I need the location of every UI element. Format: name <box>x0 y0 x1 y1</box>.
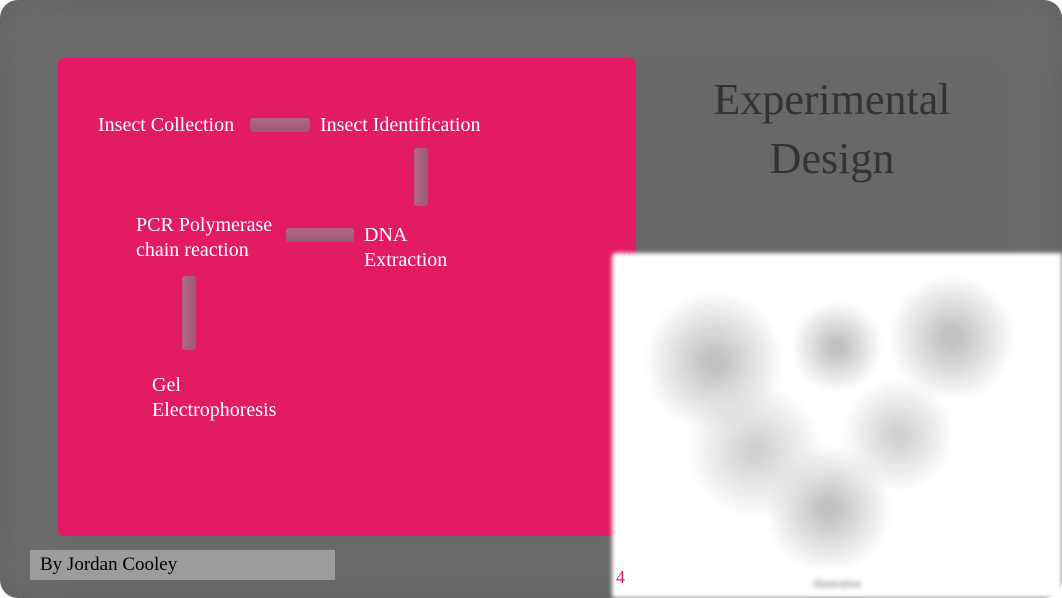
arrow-right-icon <box>250 118 310 132</box>
title-text: Experimental Design <box>713 75 950 183</box>
arrow-left-icon <box>286 228 354 242</box>
node-insect-identification: Insect Identification <box>320 113 520 138</box>
arrow-down-icon <box>414 148 428 206</box>
slide-container: Insect Collection Insect Identification … <box>0 0 1062 598</box>
node-label: Insect Collection <box>98 114 234 136</box>
slide-title: Experimental Design <box>662 70 1002 189</box>
node-insect-collection: Insect Collection <box>98 113 258 138</box>
node-label: Insect Identification <box>320 114 481 136</box>
node-label: Gel Electrophoresis <box>152 374 276 421</box>
illustration-caption: illustration <box>612 578 1062 590</box>
author-text: By Jordan Cooley <box>40 554 177 576</box>
node-label: PCR Polymerase chain reaction <box>136 214 272 261</box>
arrow-down-icon <box>182 276 196 350</box>
node-label: DNA Extraction <box>364 224 447 271</box>
author-bar: By Jordan Cooley <box>30 550 335 580</box>
node-dna-extraction: DNA Extraction <box>364 223 484 273</box>
node-pcr: PCR Polymerase chain reaction <box>136 213 296 263</box>
node-gel-electrophoresis: Gel Electrophoresis <box>152 373 282 423</box>
illustration-content <box>632 273 1042 568</box>
page-number-text: 4 <box>616 567 625 587</box>
page-number: 4 <box>616 567 625 588</box>
flowchart-panel: Insect Collection Insect Identification … <box>58 58 636 536</box>
illustration-image: illustration <box>612 253 1062 598</box>
